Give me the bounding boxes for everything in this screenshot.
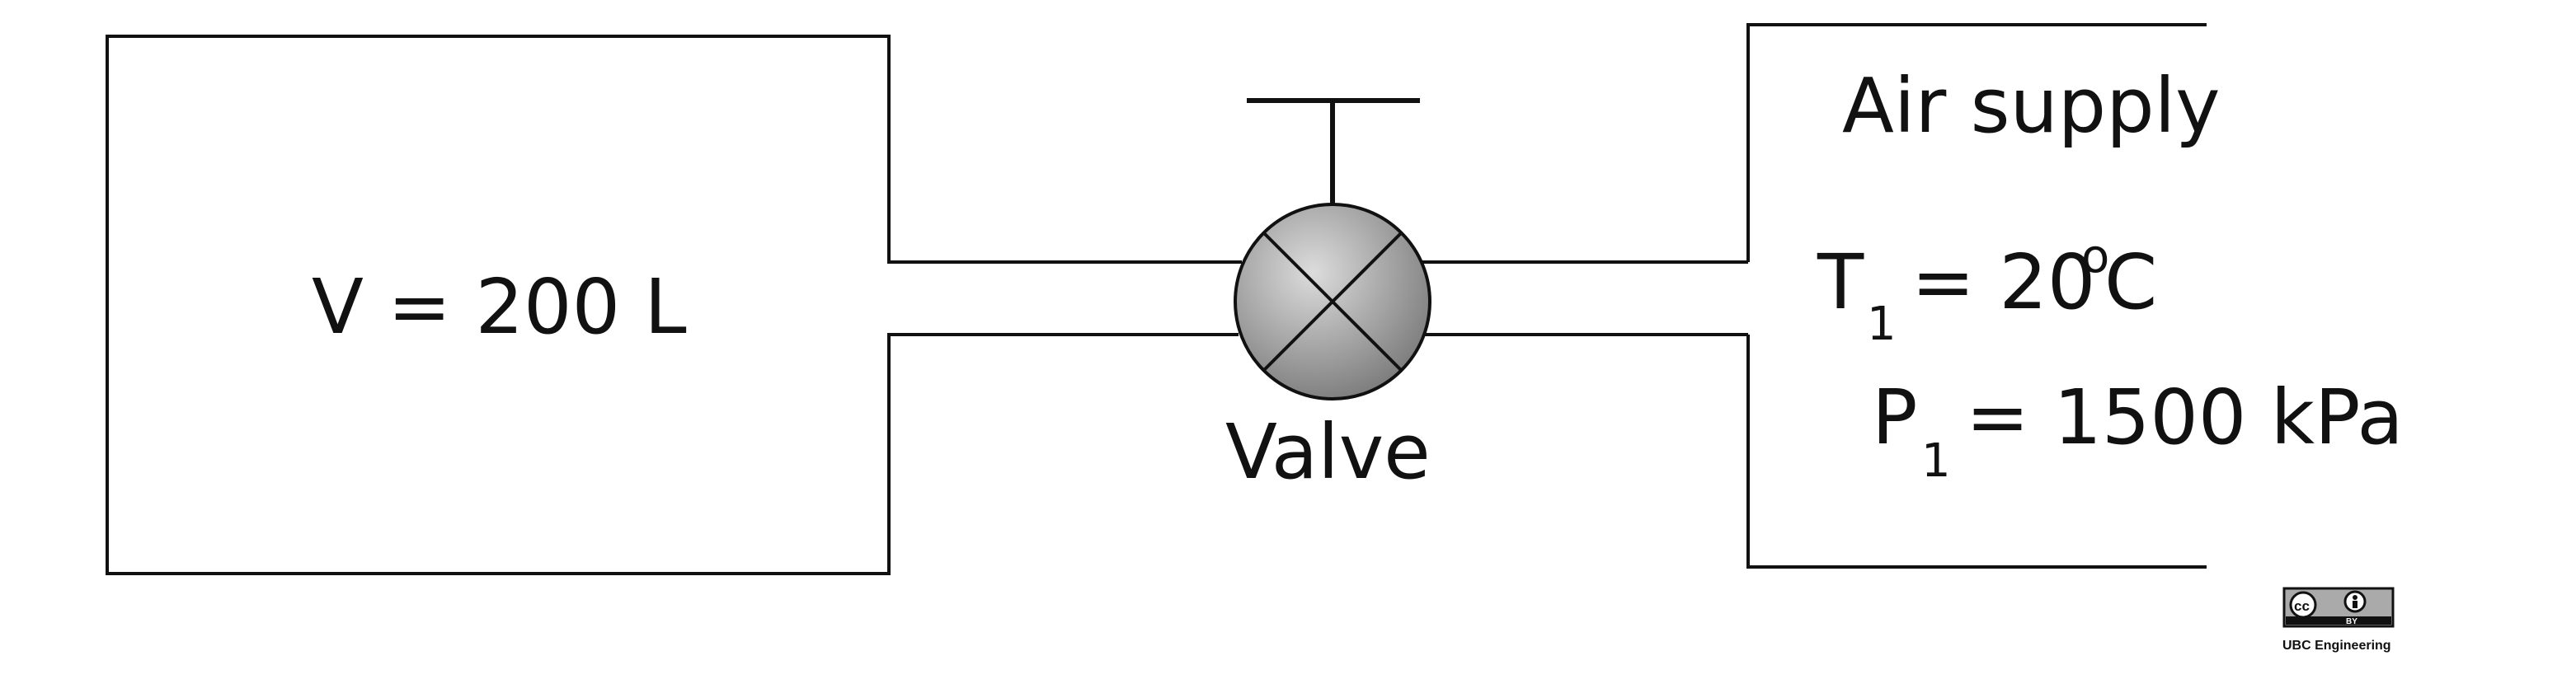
by-text: BY — [2346, 617, 2357, 626]
cc-by-license-badge: cc BY — [2282, 587, 2395, 628]
pressure-value: = 1500 kPa — [1966, 373, 2404, 461]
air-supply-outline — [1746, 23, 2207, 262]
degree-symbol: o — [2081, 230, 2109, 283]
valve-icon — [1234, 203, 1431, 401]
temperature-label: T 1 = 20 o C — [1817, 230, 2157, 351]
temperature-symbol: T — [1817, 238, 1864, 326]
pressure-symbol: P — [1872, 373, 1917, 461]
tank-volume-label: V = 200 L — [312, 263, 687, 351]
license-attribution: UBC Engineering — [2282, 639, 2391, 653]
air-supply-title: Air supply — [1842, 62, 2221, 150]
temperature-unit: C — [2104, 238, 2157, 326]
temperature-value: = 20 — [1911, 238, 2095, 326]
temperature-subscript: 1 — [1867, 297, 1897, 351]
valve-label: Valve — [1225, 408, 1431, 496]
air-supply-outline-lower — [1746, 335, 2207, 569]
cc-icon-text: cc — [2294, 598, 2310, 614]
pressure-subscript: 1 — [1921, 434, 1951, 488]
cc-icon — [2289, 591, 2317, 619]
pressure-label: P 1 = 1500 kPa — [1872, 373, 2404, 488]
